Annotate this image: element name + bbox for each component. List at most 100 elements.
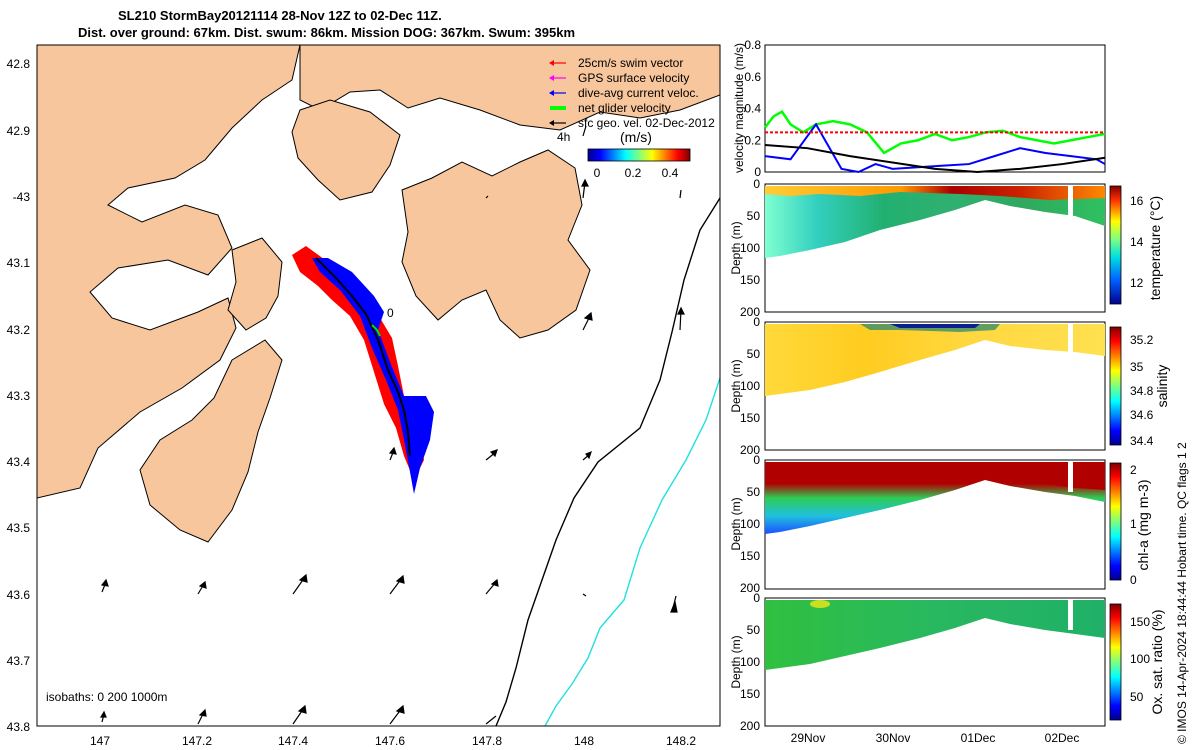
salinity-ylabel: Depth (m) xyxy=(729,359,743,412)
map-lat-ticks: 42.8 42.9 -43 43.1 43.2 43.3 43.4 43.5 4… xyxy=(7,57,31,734)
salinity-cb-tick: 35 xyxy=(1130,360,1144,374)
temperature-cb-tick: 14 xyxy=(1130,235,1144,249)
chla-cb-tick: 0 xyxy=(1130,573,1137,587)
isobaths-label: isobaths: 0 200 1000m xyxy=(46,690,167,704)
depth-tick: 150 xyxy=(740,687,760,701)
oxygen-field xyxy=(765,600,1105,670)
salinity-panel: 35.2 35 34.8 34.6 34.4 salinity Depth (m… xyxy=(729,315,1170,457)
oxygen-ylabel: Depth (m) xyxy=(729,635,743,688)
depth-tick: 200 xyxy=(740,581,760,595)
salinity-cb-label: salinity xyxy=(1154,365,1170,408)
series-line-net-glider-velocity xyxy=(764,110,1106,155)
temperature-cb-tick: 16 xyxy=(1130,194,1144,208)
legend-arrowhead-swim xyxy=(549,60,554,66)
depth-tick: 200 xyxy=(740,719,760,733)
depth-tick: 0 xyxy=(753,591,760,605)
depth-tick: 150 xyxy=(740,549,760,563)
temperature-field xyxy=(765,186,1105,258)
depth-tick: 0 xyxy=(753,453,760,467)
map-legend: 25cm/s swim vector GPS surface velocity … xyxy=(549,56,715,180)
oxygen-surface-high xyxy=(810,600,830,608)
depth-tick: 100 xyxy=(740,241,760,255)
series-line-sfc-geo-vel- xyxy=(764,144,1106,174)
velocity-axes xyxy=(764,44,1106,173)
credit-text: © IMOS 14-Apr-2024 18:44:44 Hobart time.… xyxy=(1175,442,1189,744)
velocity-y-tick: 0.4 xyxy=(744,102,761,116)
lat-tick: 43.1 xyxy=(7,256,31,270)
lon-tick: 147.2 xyxy=(182,734,212,748)
map-frame xyxy=(36,44,721,727)
date-tick: 29Nov xyxy=(791,731,826,745)
temperature-panel: 16 14 12 temperature (°C) Depth (m) 0 50… xyxy=(729,177,1163,319)
isobath-200m xyxy=(495,197,721,727)
series-line-dive-avg-current-veloc- xyxy=(764,122,1106,174)
date-tick: 30Nov xyxy=(876,731,911,745)
chla-panel: 2 1 0 chl-a (mg m-3) Depth (m) 0 50 100 … xyxy=(729,453,1151,595)
lon-tick: 148.2 xyxy=(666,734,696,748)
velocity-y-tick: 0.8 xyxy=(744,38,761,52)
salinity-y-ticks: 0 50 100 150 200 xyxy=(740,315,760,457)
chla-gap xyxy=(1068,462,1073,492)
legend-label-geo: sfc geo. vel. 02-Dec-2012 xyxy=(578,116,715,130)
lat-tick: 42.8 xyxy=(7,57,31,71)
velocity-y-tick: 0.2 xyxy=(744,133,761,147)
land-mid-east xyxy=(291,99,401,201)
lat-tick: 43.8 xyxy=(7,720,31,734)
time-marker-label: 4h xyxy=(557,130,570,144)
oxygen-cb-tick: 150 xyxy=(1130,615,1150,629)
velocity-y-tick: 0.6 xyxy=(744,70,761,84)
temperature-surface-layer xyxy=(765,186,1105,200)
lon-tick: 147.4 xyxy=(278,734,308,748)
velocity-series xyxy=(764,110,1106,174)
date-tick: 01Dec xyxy=(961,731,996,745)
map-panel: 0 147 xyxy=(7,44,721,748)
velocity-ylabel: velocity magnitude (m/s) xyxy=(732,43,746,173)
isobath-1000m xyxy=(544,377,721,727)
velocity-panel: 0 0.2 0.4 0.6 0.8 velocity magnitude (m/s) xyxy=(732,38,1106,179)
depth-tick: 200 xyxy=(740,305,760,319)
track-marker-label: 0 xyxy=(387,306,394,320)
salinity-cb-tick: 34.4 xyxy=(1130,434,1154,448)
salinity-cb-tick: 35.2 xyxy=(1130,333,1154,347)
temperature-cb-label: temperature (°C) xyxy=(1147,196,1163,300)
lon-tick: 147.8 xyxy=(472,734,502,748)
lat-tick: 43.5 xyxy=(7,521,31,535)
lat-tick: 43.3 xyxy=(7,389,31,403)
depth-tick: 50 xyxy=(747,623,761,637)
legend-label-current: dive-avg current veloc. xyxy=(578,86,699,100)
chla-y-ticks: 0 50 100 150 200 xyxy=(740,453,760,595)
depth-tick: 0 xyxy=(753,315,760,329)
depth-tick: 50 xyxy=(747,209,761,223)
temperature-ylabel: Depth (m) xyxy=(729,221,743,274)
legend-label-swim: 25cm/s swim vector xyxy=(578,56,683,70)
chla-bloom-layer xyxy=(765,462,1105,490)
lat-tick: 42.9 xyxy=(7,124,31,138)
oxygen-cb-tick: 50 xyxy=(1130,690,1144,704)
map-colorbar-tick: 0.2 xyxy=(625,166,642,180)
glider-current-envelope-blue xyxy=(312,258,434,494)
salinity-min-layer xyxy=(890,324,980,328)
land-west xyxy=(37,45,301,499)
depth-tick: 50 xyxy=(747,485,761,499)
legend-arrowhead-current xyxy=(549,90,554,96)
legend-label-net: net glider velocity xyxy=(578,101,671,115)
oxygen-gap xyxy=(1068,600,1073,630)
oxygen-colorbar xyxy=(1109,603,1122,721)
salinity-field xyxy=(765,324,1105,396)
chla-cb-label: chl-a (mg m-3) xyxy=(1135,479,1151,570)
salinity-cb-tick: 34.8 xyxy=(1130,384,1154,398)
map-colorbar-tick: 0.4 xyxy=(662,166,679,180)
date-tick: 02Dec xyxy=(1045,731,1080,745)
land-central-island xyxy=(227,237,283,331)
temperature-y-ticks: 0 50 100 150 200 xyxy=(740,177,760,319)
depth-tick: 150 xyxy=(740,411,760,425)
map-colorbar-unit: (m/s) xyxy=(620,129,652,145)
oxygen-y-ticks: 0 50 100 150 200 xyxy=(740,591,760,733)
map-colorbar-tick: 0 xyxy=(594,166,601,180)
chla-ylabel: Depth (m) xyxy=(729,497,743,550)
temperature-colorbar xyxy=(1109,185,1122,305)
salinity-colorbar xyxy=(1109,326,1122,446)
chla-colorbar xyxy=(1109,462,1122,581)
lat-tick: -43 xyxy=(13,190,31,204)
